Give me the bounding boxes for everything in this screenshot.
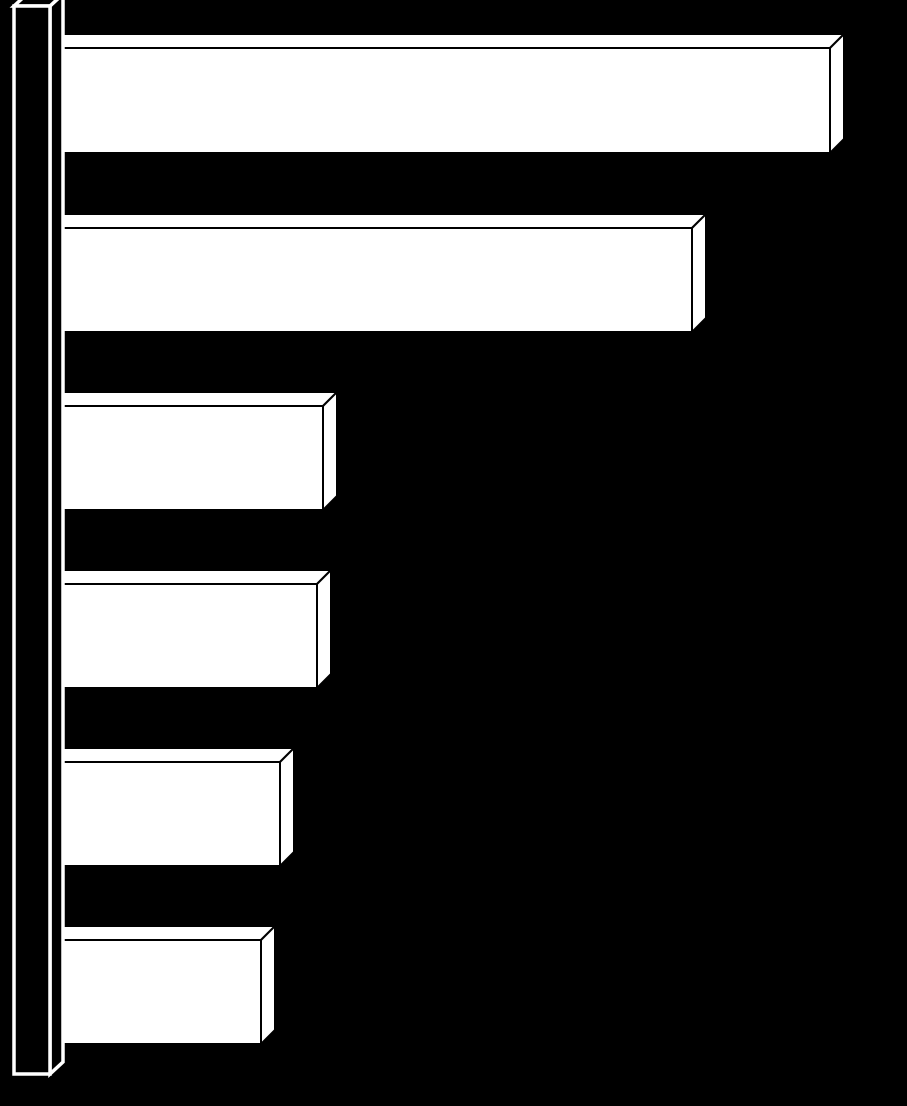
bar-chart bbox=[0, 0, 907, 1106]
bar-1 bbox=[50, 34, 844, 153]
bar-2 bbox=[50, 214, 706, 332]
bar-3 bbox=[50, 392, 337, 510]
bar-5 bbox=[50, 748, 294, 866]
bar-6 bbox=[50, 926, 275, 1044]
chart-svg bbox=[0, 0, 907, 1106]
axis-frame bbox=[14, 0, 63, 1074]
bar-4 bbox=[50, 570, 331, 688]
